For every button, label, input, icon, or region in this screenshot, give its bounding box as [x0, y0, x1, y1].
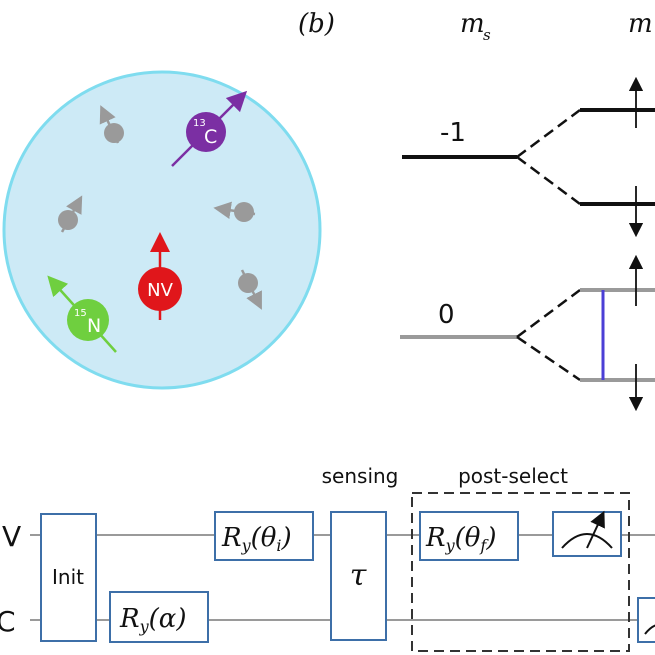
ry-alpha-r: R: [119, 604, 140, 634]
ms-header-sub: s: [483, 26, 491, 44]
svg-text:Ry(α): Ry(α): [119, 604, 186, 636]
ry-theta-f-r: R: [425, 523, 446, 553]
meter-icon: [644, 624, 655, 635]
level-minus1-label: -1: [440, 118, 466, 148]
c13-mass: 13: [193, 118, 206, 129]
ry-theta-f-gate: Ry(θf): [419, 511, 519, 561]
ry-theta-i-arg: (θ: [251, 523, 277, 553]
quantum-circuit: V C Init Ry(α) Ry(θi) sensing τ po: [0, 464, 655, 652]
nv-spin: NV: [138, 232, 182, 320]
n15-label: N: [87, 315, 101, 337]
spin-bath-diagram: 13 C NV 15 N: [2, 70, 322, 390]
svg-text:Ry(θi): Ry(θi): [221, 523, 292, 555]
right-header: m: [628, 9, 653, 39]
ry-theta-i-argsub: i: [276, 536, 281, 555]
panel-b-label: (b): [298, 9, 335, 39]
c13-label: C: [204, 126, 217, 148]
meter-icon: [561, 533, 613, 549]
ry-theta-i-sub: y: [241, 536, 252, 555]
energy-level-diagram: (b) m s m -1 0: [298, 9, 655, 412]
nv-label: NV: [147, 280, 173, 301]
bath-spin: [213, 201, 256, 222]
postselect-label: post-select: [458, 464, 568, 488]
ry-theta-f-sub: y: [445, 536, 456, 555]
ms-header: m: [460, 9, 485, 39]
level-zero-label: 0: [438, 300, 455, 330]
postselect-box: [411, 492, 630, 652]
svg-text:Ry(θf): Ry(θf): [425, 523, 497, 555]
init-gate: Init: [40, 513, 97, 642]
sensing-label: sensing: [322, 464, 399, 488]
tau-label: τ: [350, 558, 367, 593]
ry-theta-f-arg: (θ: [455, 523, 481, 553]
n15-spin: 15 N: [47, 275, 117, 353]
bath-spin: [99, 105, 124, 144]
measurement-gate: [552, 510, 622, 557]
wire-top-label: V: [2, 520, 21, 553]
tau-gate: τ: [330, 511, 387, 641]
bath-spin: [58, 195, 83, 233]
n15-mass: 15: [74, 308, 87, 319]
measurement-gate-bottom: [637, 597, 655, 643]
wire-bottom-label: C: [0, 605, 16, 638]
ry-alpha-sub: y: [139, 617, 150, 636]
ry-theta-i-gate: Ry(θi): [214, 511, 314, 561]
ry-alpha-gate: Ry(α): [109, 591, 209, 643]
ry-theta-f-argsub: f: [479, 536, 489, 555]
ry-alpha-arg: (α): [149, 604, 187, 634]
diamond-sphere: [2, 70, 322, 390]
init-label: Init: [52, 565, 84, 589]
ry-theta-i-r: R: [221, 523, 242, 553]
bath-spin: [238, 269, 262, 310]
c13-spin: 13 C: [171, 90, 248, 167]
